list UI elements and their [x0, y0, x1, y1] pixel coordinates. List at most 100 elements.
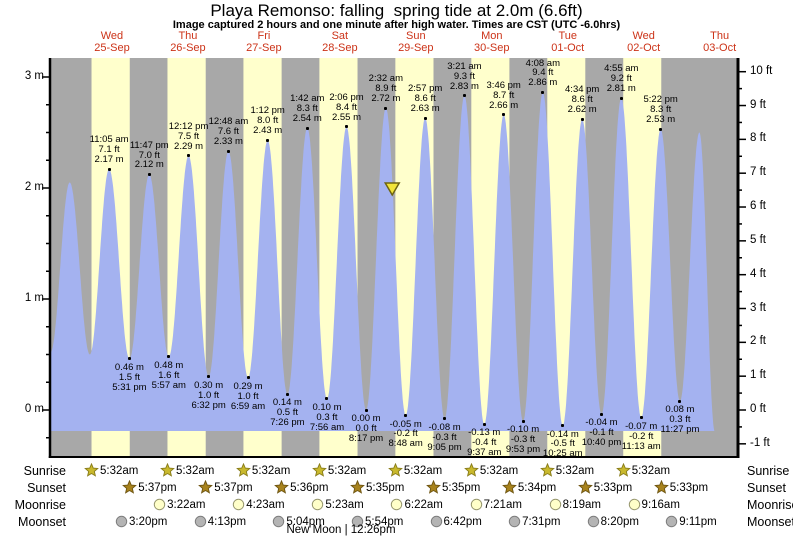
- high-tide-annotation: 2:06 pm 8.4 ft 2.55 m: [315, 93, 379, 123]
- tide-extreme-dot: [423, 116, 427, 120]
- tide-annotation-line: 0.14 m: [272, 397, 302, 409]
- tide-annotation-line: 1:12 pm: [250, 105, 285, 117]
- low-tide-annotation: -0.10 m -0.3 ft 9:53 pm: [491, 425, 555, 455]
- moonrise-time-text: 8:19am: [562, 498, 601, 511]
- date-label-line: 29-Sep: [398, 41, 434, 54]
- tide-annotation-line: 1.0 ft: [237, 390, 259, 402]
- sunrise-icon: [615, 463, 631, 477]
- tide-annotation-line: 0.08 m: [665, 404, 695, 416]
- high-tide-annotation: 3:46 pm 8.7 ft 2.66 m: [472, 79, 536, 111]
- sunrise-row-label-left: Sunrise: [23, 464, 66, 478]
- tide-annotation-line: 7:56 am: [309, 421, 345, 433]
- moonrise-icon: [549, 498, 561, 511]
- moonrise-row-label-right: Moonrise: [747, 498, 793, 512]
- tide-annotation-line: 3:46 pm: [486, 79, 521, 91]
- high-tide-annotation: 4:34 pm 8.6 ft 2.62 m: [550, 85, 614, 115]
- sunrise-time-text: 5:32am: [631, 464, 671, 477]
- moonset-time: 7:31pm: [508, 514, 560, 529]
- tide-annotation-line: 8.0 ft: [257, 115, 279, 127]
- tide-annotation-line: 0.0 ft: [355, 422, 377, 434]
- page-title: Playa Remonso: falling spring tide at 2.…: [210, 1, 583, 20]
- tide-annotation-line: 0.46 m: [114, 361, 144, 373]
- date-label-line: 28-Sep: [322, 41, 358, 54]
- sunrise-icon: [236, 463, 251, 477]
- moonset-row-label-right: Moonset: [747, 515, 793, 529]
- sunset-time-text: 5:35pm: [441, 481, 481, 494]
- y-axis-label-ft: -1 ft: [750, 436, 770, 449]
- moonrise-time-text: 4:23am: [246, 498, 285, 511]
- moonrise-time: 8:19am: [549, 497, 601, 512]
- date-label-line: Wed: [632, 30, 655, 42]
- tide-annotation-line: 1.6 ft: [158, 369, 180, 381]
- moonset-row-label-left: Moonset: [18, 515, 66, 529]
- date-label: Tue 01-Oct: [530, 30, 606, 54]
- tide-extreme-dot: [107, 167, 111, 171]
- tide-annotation-line: 11:27 pm: [660, 423, 700, 435]
- date-label-line: Thu: [710, 30, 730, 42]
- date-label-line: 03-Oct: [703, 41, 737, 54]
- sunset-time: 5:35pm: [350, 480, 404, 495]
- sunset-time: 5:36pm: [274, 480, 328, 495]
- tide-curve: [50, 92, 715, 431]
- moonrise-icon: [391, 498, 403, 511]
- moonset-icon: [351, 515, 364, 528]
- low-tide-annotation: -0.14 m -0.5 ft 10:25 am: [531, 428, 595, 460]
- sunrise-time-text: 5:32am: [403, 464, 443, 477]
- date-label: Sat 28-Sep: [302, 30, 378, 54]
- tide-annotation-line: 8.6 ft: [414, 92, 436, 104]
- tide-extreme-dot: [305, 126, 309, 130]
- date-label-line: 02-Oct: [627, 41, 661, 54]
- moonrise-time: 6:22am: [390, 497, 443, 512]
- tide-annotation-line: 2.43 m: [253, 125, 283, 137]
- tide-extreme-dot: [521, 419, 525, 423]
- moonrise-row-label-left: Moonrise: [14, 498, 66, 512]
- current-tide-marker-icon: [383, 182, 401, 197]
- moonset-time: 5:54pm: [351, 514, 403, 529]
- sunrise-icon: [539, 463, 555, 477]
- date-label: Mon 30-Sep: [454, 30, 530, 54]
- tide-annotation-line: 2:57 pm: [407, 83, 443, 95]
- high-tide-annotation: 2:57 pm 8.6 ft 2.63 m: [393, 84, 457, 114]
- date-label-line: Mon: [481, 30, 503, 42]
- date-label-line: 25-Sep: [94, 41, 130, 54]
- tide-extreme-dot: [127, 357, 131, 361]
- tide-annotation-line: 8.7 ft: [493, 89, 515, 101]
- moonrise-time: 7:21am: [470, 497, 522, 512]
- tide-annotation-line: 2.66 m: [489, 99, 519, 111]
- moonrise-icon: [470, 498, 482, 511]
- tide-annotation-line: 2.53 m: [646, 113, 676, 125]
- sunset-row-label-left: Sunset: [27, 481, 66, 495]
- moonset-time-text: 4:13pm: [207, 515, 247, 528]
- y-axis-label-ft: 5 ft: [750, 233, 766, 246]
- tide-annotation-line: 0.29 m: [233, 380, 263, 392]
- moonset-time: 6:42pm: [430, 514, 482, 529]
- tide-annotation-line: -0.14 m: [546, 428, 579, 440]
- moonrise-time: 4:23am: [232, 497, 285, 512]
- tide-annotation-line: 6:32 pm: [191, 399, 226, 411]
- date-label: Wed 02-Oct: [606, 30, 682, 54]
- tide-annotation-line: 11:05 am: [89, 134, 129, 146]
- moonrise-time-text: 3:22am: [167, 498, 206, 511]
- sunrise-time: 5:32am: [615, 463, 671, 478]
- sunset-icon: [502, 480, 517, 494]
- high-tide-annotation: 11:47 pm 7.0 ft 2.12 m: [117, 139, 181, 171]
- tide-extreme-dot: [147, 173, 151, 177]
- sunrise-time: 5:32am: [236, 463, 290, 478]
- moonset-time: 4:13pm: [194, 514, 246, 529]
- tide-annotation-line: -0.08 m: [428, 421, 461, 433]
- tide-annotation-line: 7.0 ft: [138, 149, 160, 161]
- tide-annotation-line: -0.04 m: [585, 417, 618, 429]
- sunrise-time-text: 5:32am: [327, 464, 367, 477]
- tide-annotation-line: 11:47 pm: [129, 139, 169, 151]
- high-tide-annotation: 3:21 am 9.3 ft 2.83 m: [432, 61, 496, 92]
- low-tide-annotation: 0.14 m 0.5 ft 7:26 pm: [255, 398, 319, 428]
- moonset-icon: [430, 515, 442, 528]
- moonset-time-text: 3:20pm: [129, 515, 168, 528]
- tide-extreme-dot: [561, 424, 565, 428]
- sunrise-time: 5:32am: [312, 463, 366, 478]
- tide-extreme-dot: [167, 355, 171, 359]
- tide-annotation-line: 0.00 m: [351, 413, 381, 424]
- low-tide-annotation: 0.08 m 0.3 ft 11:27 pm: [648, 405, 712, 435]
- tide-annotation-line: 2.62 m: [567, 103, 597, 115]
